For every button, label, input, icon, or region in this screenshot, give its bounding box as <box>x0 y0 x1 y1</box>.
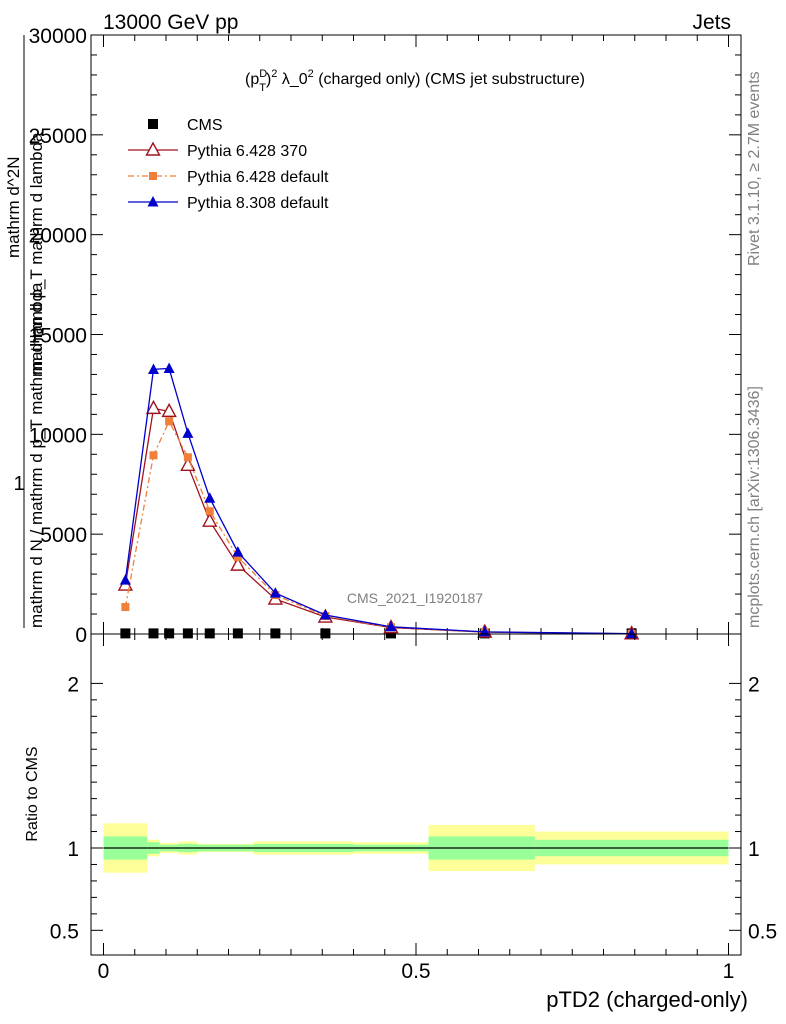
y-tick-label: 25000 <box>29 125 87 148</box>
ratio-y-tick-label: 0.5 <box>50 920 79 943</box>
main-plot: 0 5000 10000 15000 20000 25000 30000 <box>29 25 742 647</box>
pythia8-default-point <box>319 609 331 620</box>
cms-data-point <box>120 628 131 639</box>
ratio-y-tick-label-right: 2 <box>748 673 760 696</box>
pythia8-default-point <box>269 587 281 598</box>
y-label-denominator-1: mathrm d N / mathrm d p_T mathrm d lambd… <box>27 282 46 628</box>
legend-marker-cms <box>148 119 158 129</box>
plot-title: (pD T)2 λ_02 (charged only) (CMS jet subs… <box>245 68 585 94</box>
x-axis-label: pTD2 (charged-only) <box>546 987 748 1012</box>
cms-data-point <box>386 628 396 639</box>
pythia8-default-point <box>232 546 244 557</box>
pythia6-370-point <box>230 556 246 571</box>
y-tick-label: 15000 <box>29 325 87 348</box>
ratio-y-tick-label-right: 0.5 <box>748 920 777 943</box>
y-label-denominator-2: mathrm d p_T mathrm d lambda <box>27 132 46 375</box>
pythia6-370-point <box>202 512 218 527</box>
pythia8-default-point <box>119 574 131 585</box>
y-tick-label: 10000 <box>29 424 87 447</box>
legend-entry: CMS <box>187 117 223 134</box>
legend-entry: Pythia 6.428 370 <box>187 143 307 160</box>
legend: CMS Pythia 6.428 370 Pythia 6.428 default P… <box>128 117 329 212</box>
pythia8-default-point <box>204 492 216 503</box>
y-tick-label: 20000 <box>29 225 87 248</box>
rivet-version-label: Rivet 3.1.10, ≥ 2.7M events <box>746 71 763 266</box>
y-label-numerator: 1 <box>13 473 24 495</box>
ratio-y-axis-label: Ratio to CMS <box>24 746 41 841</box>
pythia6-default-point <box>149 451 158 460</box>
cms-data-point <box>270 628 281 639</box>
y-tick-label: 30000 <box>29 25 87 48</box>
pythia6-370-point <box>145 399 162 415</box>
cms-data-point <box>232 628 243 639</box>
ratio-y-tick-label-right: 1 <box>748 838 760 861</box>
y-tick-label: 5000 <box>40 524 87 547</box>
pythia6-370-point <box>161 402 177 418</box>
pythia8-default-point <box>385 620 397 632</box>
x-tick-label: 0.5 <box>401 960 430 983</box>
ratio-y-tick-label: 1 <box>67 838 79 861</box>
cms-data-point <box>204 628 215 639</box>
mcplots-label: mcplots.cern.ch [arXiv:1306.3436] <box>746 386 763 628</box>
cms-data-point <box>320 628 331 639</box>
pythia8-default-point <box>163 362 175 373</box>
ratio-frame <box>90 633 742 956</box>
legend-marker-pythia6-370 <box>145 141 161 156</box>
x-tick-label: 0 <box>98 960 110 983</box>
y-label-numerator-2: mathrm d^2N <box>4 156 23 258</box>
ratio-plot: 0.5 0.5 1 1 2 2 0 0.5 1 <box>50 633 777 983</box>
y-tick-label: 0 <box>75 624 87 647</box>
legend-entry: Pythia 8.308 default <box>187 195 329 212</box>
x-tick-label: 1 <box>723 960 735 983</box>
pythia6-default-point <box>165 417 174 426</box>
legend-marker-pythia6-default <box>149 172 157 180</box>
pythia6-default-point <box>233 553 242 562</box>
legend-entry: Pythia 6.428 default <box>187 169 329 186</box>
main-y-axis-label: 1 mathrm d N / mathrm d p_T mathrm d lam… <box>4 35 46 628</box>
ratio-y-tick-label: 2 <box>67 673 79 696</box>
cms-data-point <box>164 628 175 639</box>
cms-data-point <box>148 628 159 639</box>
pythia6-default-point <box>121 603 130 612</box>
pythia8-default-point <box>182 427 194 438</box>
cms-data-point <box>182 628 193 639</box>
header-left-label: 13000 GeV pp <box>103 11 238 34</box>
pythia6-default-point <box>205 507 214 516</box>
analysis-watermark: CMS_2021_I1920187 <box>347 590 483 606</box>
legend-marker-pythia8-default <box>147 196 159 207</box>
pythia8-default-point <box>148 363 159 374</box>
header-right-label: Jets <box>692 11 731 34</box>
pythia6-default-point <box>183 453 192 462</box>
